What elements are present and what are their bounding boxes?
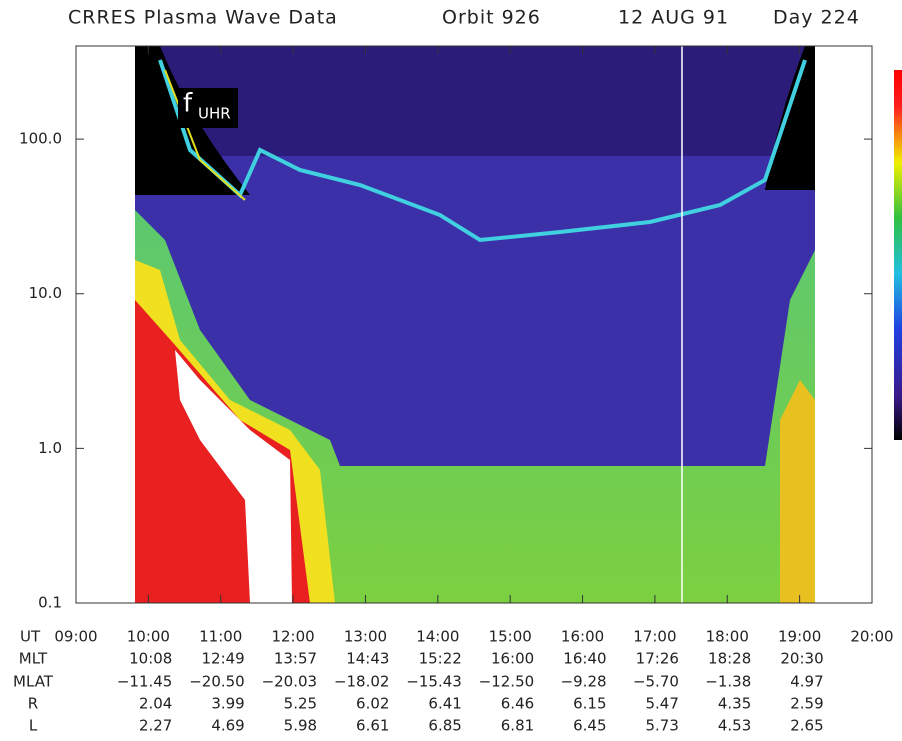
x-tick-label: 10:00 [127, 628, 170, 646]
x-tick-label: 15:00 [489, 628, 532, 646]
ephemeris-value: −9.28 [561, 673, 607, 691]
ephemeris-value: 2.65 [790, 717, 823, 735]
x-tick-label: 12:00 [271, 628, 314, 646]
orbit: Orbit 926 [442, 7, 541, 29]
ephemeris-value: −20.03 [262, 673, 318, 691]
day: Day 224 [773, 7, 860, 29]
ephemeris-value: 2.04 [139, 695, 172, 713]
ephemeris-value: 12:49 [201, 650, 244, 668]
x-tick-label: 17:00 [633, 628, 676, 646]
annotation-subscript: UHR [198, 105, 231, 123]
ephemeris-value: 18:28 [708, 650, 751, 668]
chart: CRRES Plasma Wave Data Orbit 926 12 AUG … [0, 0, 902, 741]
ephemeris-value: 6.46 [501, 695, 534, 713]
ephemeris-value: 5.47 [646, 695, 679, 713]
ephemeris-value: 16:00 [491, 650, 534, 668]
title-row: CRRES Plasma Wave Data Orbit 926 12 AUG … [68, 7, 860, 29]
ephemeris-value: −18.02 [334, 673, 390, 691]
ephemeris-value: 20:30 [780, 650, 823, 668]
ephemeris-value: 2.59 [790, 695, 823, 713]
ephemeris-value: 5.73 [646, 717, 679, 735]
x-tick-label: 18:00 [706, 628, 749, 646]
color-bar [894, 70, 902, 440]
date: 12 AUG 91 [618, 7, 729, 29]
x-tick-label: 11:00 [199, 628, 242, 646]
annotation: f [183, 89, 193, 119]
ephemeris-value: 6.02 [356, 695, 389, 713]
x-tick-label: 14:00 [416, 628, 459, 646]
ephemeris-value: −12.50 [479, 673, 535, 691]
ephemeris-value: 4.35 [718, 695, 751, 713]
y-tick-label: 1.0 [38, 439, 62, 457]
ephemeris-value: 4.53 [718, 717, 751, 735]
ephemeris-label: MLAT [13, 673, 54, 691]
x-tick-label: 19:00 [778, 628, 821, 646]
ephemeris-label: MLT [19, 650, 48, 668]
x-axis-label: UT [20, 628, 41, 646]
x-tick-label: 13:00 [344, 628, 387, 646]
ephemeris-value: 14:43 [346, 650, 389, 668]
chart-title: CRRES Plasma Wave Data [68, 7, 338, 29]
x-tick-label: 09:00 [54, 628, 97, 646]
ephemeris-value: 13:57 [274, 650, 317, 668]
ephemeris-value: 6.81 [501, 717, 534, 735]
ephemeris-value: 5.98 [284, 717, 317, 735]
ephemeris-value: 6.45 [573, 717, 606, 735]
ephemeris-value: 2.27 [139, 717, 172, 735]
ephemeris-value: 16:40 [563, 650, 606, 668]
ephemeris-value: 10:08 [129, 650, 172, 668]
y-tick-label: 10.0 [29, 284, 62, 302]
ephemeris-value: 6.61 [356, 717, 389, 735]
ephemeris-value: 15:22 [419, 650, 462, 668]
ephemeris-value: 3.99 [211, 695, 244, 713]
ephemeris-value: −11.45 [117, 673, 173, 691]
ephemeris-value: 4.69 [211, 717, 244, 735]
ephemeris-value: −20.50 [189, 673, 245, 691]
ephemeris-value: 6.85 [428, 717, 461, 735]
y-tick-label: 0.1 [38, 594, 62, 612]
ephemeris-value: −1.38 [705, 673, 751, 691]
ephemeris-label: L [29, 717, 38, 735]
ephemeris-value: −15.43 [406, 673, 462, 691]
ephemeris-label: R [28, 695, 38, 713]
ephemeris-value: −5.70 [633, 673, 679, 691]
spectrogram-image [135, 46, 815, 603]
x-tick-label: 16:00 [561, 628, 604, 646]
y-tick-label: 100.0 [19, 130, 62, 148]
ephemeris-value: 6.15 [573, 695, 606, 713]
ephemeris-value: 5.25 [284, 695, 317, 713]
ephemeris-value: 6.41 [428, 695, 461, 713]
ephemeris-value: 4.97 [790, 673, 823, 691]
ephemeris-value: 17:26 [636, 650, 679, 668]
x-tick-label: 20:00 [850, 628, 893, 646]
